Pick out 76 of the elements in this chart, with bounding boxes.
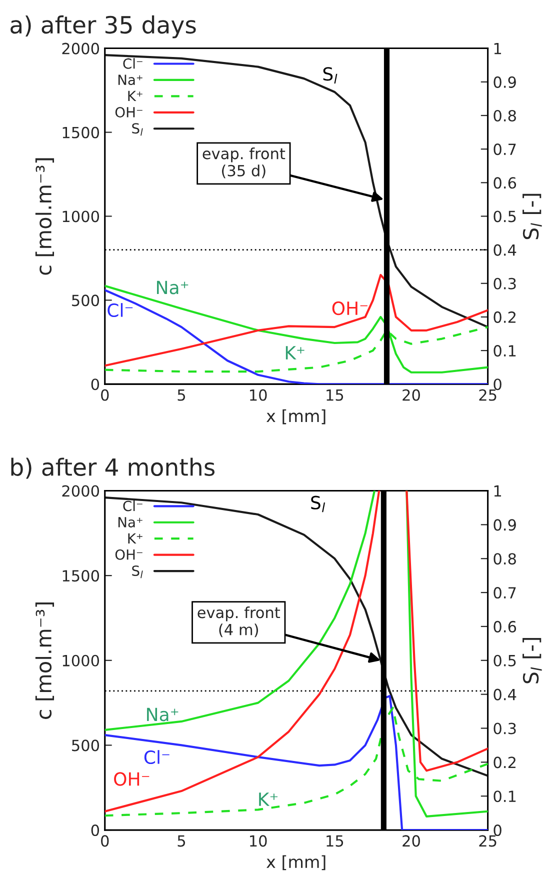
annotation: Cl⁻ [108,303,133,318]
y2-tick-label: 0.5 [494,210,516,222]
legend-label: K⁺ [128,533,142,544]
y-tick-label: 500 [72,294,100,306]
line-series [104,274,488,367]
y2-tick-label: 0.1 [494,345,516,357]
y-tick-label: 1500 [62,570,100,582]
y2-tick-label: 0.4 [494,688,516,700]
x-tick-label: 5 [178,835,186,847]
legend-label: Cl⁻ [123,58,142,69]
x-tick-label: 15 [326,389,344,401]
y-tick-label: 500 [72,740,100,752]
y2-axis-title: S$_{l}$ [-] [522,638,542,684]
legend-label: S$_{l}$ [132,123,143,136]
y2-tick-label: 0.5 [494,654,516,666]
annotation: Na⁺ [147,708,178,722]
y2-tick-label: 0.8 [494,110,516,122]
annotation: Cl⁻ [144,750,170,764]
annotation: OH⁻ [332,301,368,316]
y2-tick-label: 0.9 [494,519,516,531]
legend-label: S$_{l}$ [132,565,143,578]
y-tick-label: 0 [91,824,100,836]
y2-tick-label: 0.6 [494,620,516,632]
y2-tick-label: 0.7 [494,587,516,599]
annotation: OH⁻ [114,772,150,786]
y2-axis-title: S$_{l}$ [-] [522,194,542,240]
y2-tick-label: 0.2 [494,311,516,323]
x-tick-label: 25 [479,835,496,847]
x-tick-label: 20 [402,389,420,401]
legend-label: Cl⁻ [123,500,142,512]
y-axis-title: c [mol.m⁻³] [35,158,54,275]
y2-tick-label: 0.8 [494,553,516,565]
y2-tick-label: 1 [494,43,502,54]
x-tick-label: 10 [250,835,267,847]
chart-title: a) after 35 days [10,15,196,38]
y2-tick-label: 0.3 [494,722,516,734]
legend-label: K⁺ [128,90,142,102]
y-tick-label: 2000 [62,42,100,54]
legend-label: Na⁺ [118,517,142,528]
y2-tick-label: 0.3 [494,278,516,290]
y-tick-label: 1000 [62,654,100,666]
x-tick-label: 25 [479,389,496,401]
annotation: S$_{l}$ [311,496,326,512]
line-series [104,54,488,328]
annotation: K⁺ [259,792,278,806]
y2-tick-label: 0.9 [494,76,516,88]
y2-tick-label: 0.1 [494,790,516,802]
x-tick-label: 15 [326,835,344,847]
annotation: evap. front (4 m) [198,606,280,638]
x-axis-title: x [mm] [266,855,326,870]
x-tick-label: 0 [101,389,109,401]
legend-label: Na⁺ [118,74,142,86]
y-tick-label: 0 [91,378,100,390]
legend-label: OH⁻ [115,549,142,560]
x-tick-label: 20 [402,835,420,847]
y2-tick-label: 1 [494,485,502,497]
chart-title: b) after 4 months [11,458,215,479]
x-axis-title: x [mm] [266,409,326,424]
annotation: evap. front (35 d) [202,148,286,178]
y-tick-label: 1500 [62,126,100,138]
x-tick-label: 0 [101,835,109,847]
y2-tick-label: 0 [494,824,502,836]
y2-tick-label: 0.7 [494,144,516,156]
y2-tick-label: 0.2 [494,756,516,768]
y-axis-title: c [mol.m⁻³] [35,602,54,719]
legend-label: OH⁻ [115,106,142,118]
annotation: Na⁺ [157,280,188,294]
x-tick-label: 10 [250,389,267,401]
x-tick-label: 5 [178,389,186,401]
y2-tick-label: 0 [494,378,502,390]
annotation: K⁺ [286,346,304,360]
annotation: S$_{l}$ [323,67,338,84]
y2-tick-label: 0.4 [494,244,516,256]
y-tick-label: 1000 [62,210,100,222]
y2-tick-label: 0.6 [494,177,516,189]
y-tick-label: 2000 [62,485,100,497]
